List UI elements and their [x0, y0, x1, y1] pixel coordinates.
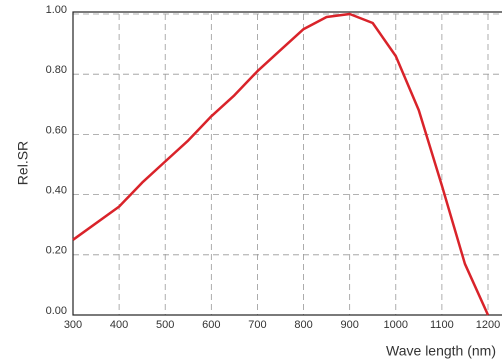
y-tick-label: 0.00 [46, 305, 67, 317]
x-tick-label: 800 [294, 319, 312, 331]
x-tick-label: 300 [64, 319, 82, 331]
plot-frame [72, 11, 502, 316]
x-tick-label: 1100 [430, 319, 454, 331]
y-tick-label: 0.60 [46, 124, 67, 136]
y-tick-label: 0.80 [46, 64, 67, 76]
data-line [72, 12, 490, 316]
y-tick-label: 0.40 [46, 185, 67, 197]
x-tick-label: 700 [248, 319, 266, 331]
x-tick-label: 500 [156, 319, 174, 331]
y-axis-title: Rel.SR [15, 141, 31, 185]
y-tick-label: 1.00 [46, 4, 67, 16]
y-tick-label: 0.20 [46, 245, 67, 257]
x-tick-label: 900 [340, 319, 358, 331]
x-tick-label: 600 [202, 319, 220, 331]
x-tick-label: 1000 [384, 319, 408, 331]
x-axis-title: Wave length (nm) [386, 343, 496, 359]
x-tick-label: 1200 [476, 319, 500, 331]
x-tick-label: 400 [110, 319, 128, 331]
